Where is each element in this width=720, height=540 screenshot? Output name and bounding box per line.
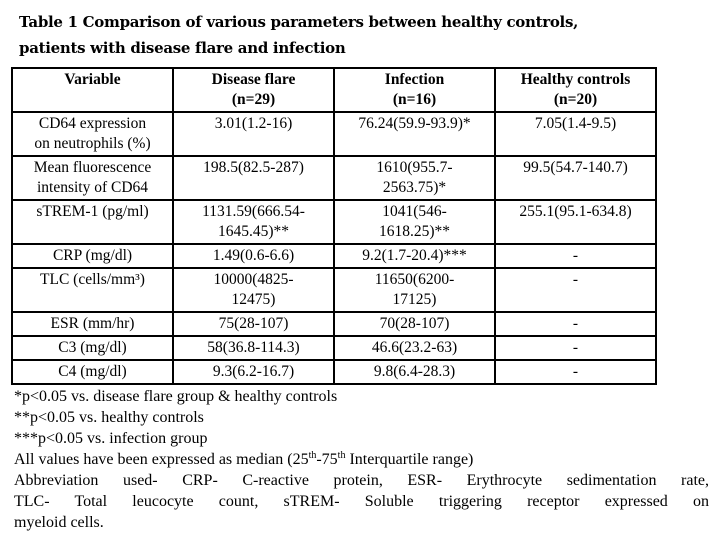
abbreviation-line-3: myeloid cells. xyxy=(14,514,104,531)
footnote-median-definition: All values have been expressed as median… xyxy=(14,449,709,470)
cell-healthy: - xyxy=(494,267,657,313)
abbreviation-line-1: Abbreviation used- CRP- C-reactive prote… xyxy=(14,472,709,489)
cell-variable: TLC (cells/mm³) xyxy=(11,267,174,313)
table-row: C3 (mg/dl) 58(36.8-114.3) 46.6(23.2-63) … xyxy=(11,335,657,361)
abbreviation-line-2: TLC- Total leucocyte count, sTREM- Solub… xyxy=(14,493,709,510)
cell-healthy: 255.1(95.1-634.8) xyxy=(494,199,657,245)
footnote-significance-1: *p<0.05 vs. disease flare group & health… xyxy=(14,388,338,405)
median-text-part3: Interquartile range) xyxy=(345,451,474,468)
cell-disease-flare: 9.3(6.2-16.7) xyxy=(172,359,335,385)
table-row: C4 (mg/dl) 9.3(6.2-16.7) 9.8(6.4-28.3) - xyxy=(11,359,657,385)
superscript-th-1: th xyxy=(308,450,317,461)
cell-disease-flare: 1.49(0.6-6.6) xyxy=(172,243,335,269)
cell-infection: 9.8(6.4-28.3) xyxy=(333,359,496,385)
cell-variable: sTREM-1 (pg/ml) xyxy=(11,199,174,245)
footnote-significance-3: ***p<0.05 vs. infection group xyxy=(14,430,208,447)
table-row: CD64 expression on neutrophils (%) 3.01(… xyxy=(11,111,657,157)
table-caption: Table 1 Comparison of various parameters… xyxy=(19,13,579,57)
cell-disease-flare: 58(36.8-114.3) xyxy=(172,335,335,361)
cell-disease-flare: 10000(4825- 12475) xyxy=(172,267,335,313)
median-text-part2: -75 xyxy=(316,451,338,468)
cell-variable: Mean fluorescence intensity of CD64 xyxy=(11,155,174,201)
cell-variable: ESR (mm/hr) xyxy=(11,311,174,337)
col-header-variable: Variable xyxy=(11,67,174,113)
cell-disease-flare: 75(28-107) xyxy=(172,311,335,337)
cell-infection: 46.6(23.2-63) xyxy=(333,335,496,361)
table-row: TLC (cells/mm³) 10000(4825- 12475) 11650… xyxy=(11,267,657,313)
cell-healthy: - xyxy=(494,243,657,269)
table-row: sTREM-1 (pg/ml) 1131.59(666.54- 1645.45)… xyxy=(11,199,657,245)
cell-disease-flare: 198.5(82.5-287) xyxy=(172,155,335,201)
col-header-disease-flare: Disease flare (n=29) xyxy=(172,67,335,113)
table-row: CRP (mg/dl) 1.49(0.6-6.6) 9.2(1.7-20.4)*… xyxy=(11,243,657,269)
cell-healthy: 99.5(54.7-140.7) xyxy=(494,155,657,201)
cell-disease-flare: 1131.59(666.54- 1645.45)** xyxy=(172,199,335,245)
cell-healthy: - xyxy=(494,311,657,337)
comparison-table: Variable Disease flare (n=29) Infection … xyxy=(11,67,657,385)
cell-infection: 9.2(1.7-20.4)*** xyxy=(333,243,496,269)
col-header-healthy-controls: Healthy controls (n=20) xyxy=(494,67,657,113)
cell-infection: 1041(546- 1618.25)** xyxy=(333,199,496,245)
superscript-th-2: th xyxy=(337,450,346,461)
cell-variable: C4 (mg/dl) xyxy=(11,359,174,385)
cell-healthy: - xyxy=(494,335,657,361)
cell-variable: CD64 expression on neutrophils (%) xyxy=(11,111,174,157)
cell-infection: 76.24(59.9-93.9)* xyxy=(333,111,496,157)
footnote-significance-2: **p<0.05 vs. healthy controls xyxy=(14,409,204,426)
median-text-part1: All values have been expressed as median… xyxy=(14,451,309,468)
cell-healthy: 7.05(1.4-9.5) xyxy=(494,111,657,157)
cell-infection: 1610(955.7- 2563.75)* xyxy=(333,155,496,201)
cell-disease-flare: 3.01(1.2-16) xyxy=(172,111,335,157)
footnotes-block: *p<0.05 vs. disease flare group & health… xyxy=(14,386,709,533)
col-header-infection: Infection (n=16) xyxy=(333,67,496,113)
cell-infection: 70(28-107) xyxy=(333,311,496,337)
cell-infection: 11650(6200- 17125) xyxy=(333,267,496,313)
table-header-row: Variable Disease flare (n=29) Infection … xyxy=(11,67,657,113)
cell-variable: C3 (mg/dl) xyxy=(11,335,174,361)
table-row: ESR (mm/hr) 75(28-107) 70(28-107) - xyxy=(11,311,657,337)
cell-variable: CRP (mg/dl) xyxy=(11,243,174,269)
cell-healthy: - xyxy=(494,359,657,385)
table-row: Mean fluorescence intensity of CD64 198.… xyxy=(11,155,657,201)
